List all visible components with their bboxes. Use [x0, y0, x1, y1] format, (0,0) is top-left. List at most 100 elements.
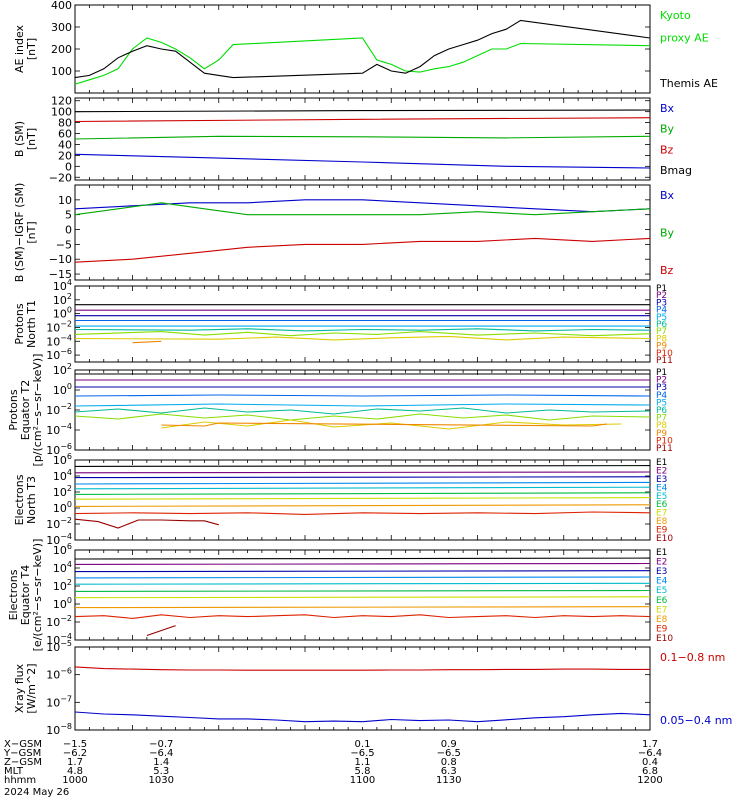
- series-line-pn1-7: [75, 331, 650, 337]
- series-line-en3-6: [75, 492, 650, 495]
- series-line-bsm-1: [75, 109, 650, 113]
- footer-value: 0.8: [441, 757, 457, 768]
- legend-entry: E9: [656, 526, 668, 536]
- y-tick-label: 10−8: [46, 722, 72, 737]
- y-tick-label: 102: [53, 484, 72, 499]
- legend-entry: Bz: [660, 264, 674, 277]
- legend-entry: P11: [656, 356, 673, 366]
- series-line-pe2-9: [161, 422, 607, 427]
- series-line-ee4-2: [75, 562, 650, 565]
- y-tick-label: 400: [51, 0, 72, 12]
- footer-row-label: X−GSM: [4, 739, 42, 750]
- y-tick-label: 0: [65, 160, 72, 173]
- legend-entry: P10: [656, 436, 673, 446]
- footer-value: −1.5: [63, 739, 87, 750]
- y-tick-label: 10−2: [46, 516, 72, 531]
- legend-entry: E7: [656, 509, 667, 519]
- y-tick-label: 104: [53, 468, 72, 483]
- legend-entry: P11: [656, 444, 673, 454]
- y-tick-label: 100: [53, 306, 72, 321]
- legend-entry: E4: [656, 577, 668, 587]
- series-line-en3-5: [75, 486, 650, 490]
- series-line-ee4-7: [75, 596, 650, 599]
- y-axis-label: Equator T4: [19, 565, 32, 625]
- legend-entry: E6: [656, 596, 668, 606]
- footer-value: −6.4: [149, 748, 173, 759]
- panel-frame: [74, 285, 651, 363]
- legend-entry: P1: [656, 284, 667, 294]
- y-tick-label: 10−2: [46, 402, 72, 417]
- series-line-pe2-8: [161, 419, 622, 430]
- y-tick-label: 100: [53, 382, 72, 397]
- footer-date: 2024 May 26: [4, 787, 69, 798]
- legend-entry: P2: [656, 291, 667, 301]
- footer-value: 1.7: [642, 739, 658, 750]
- legend-entry: P5: [656, 313, 667, 323]
- series-line-ee4-8: [75, 606, 650, 609]
- footer-row-label: MLT: [4, 766, 24, 777]
- footer-value: 0.9: [441, 739, 457, 750]
- series-line-xray-2: [75, 711, 650, 723]
- legend-entry: P7: [656, 327, 667, 337]
- legend-entry: E5: [656, 492, 667, 502]
- legend-entry: Themis AE: [659, 77, 718, 90]
- legend-entry: E1: [656, 548, 667, 558]
- footer-value: −6.5: [437, 748, 461, 759]
- legend-entry: P4: [656, 306, 667, 316]
- y-axis-label: North T3: [25, 476, 38, 524]
- y-tick-label: 5: [65, 209, 72, 222]
- series-line-pe2-5: [75, 403, 650, 407]
- panel-frame: [74, 646, 651, 731]
- footer-value: 1.7: [67, 757, 83, 768]
- y-tick-label: 10: [58, 194, 72, 207]
- series-line-xray-1: [75, 666, 650, 671]
- legend-entry: P9: [656, 429, 667, 439]
- y-axis-label: [nT]: [25, 128, 38, 150]
- y-tick-label: 10−2: [46, 614, 72, 629]
- y-tick-label: 100: [53, 500, 72, 515]
- legend-entry: Bmag: [660, 164, 692, 177]
- legend-entry: E8: [656, 615, 668, 625]
- panel-pe2: 102 100 10−2 10−4 10−6 Protons Equator T2 [p/(c…: [7, 354, 673, 467]
- footer-value: 1200: [637, 775, 662, 786]
- y-tick-label: 10−7: [46, 694, 72, 709]
- footer-value: 1.4: [153, 757, 169, 768]
- legend-entry: E2: [656, 466, 667, 476]
- y-tick-label: 10−6: [46, 347, 72, 362]
- y-axis-label: [p/(cm²−s−sr−keV)]: [31, 354, 44, 467]
- footer-value: 1130: [436, 775, 461, 786]
- legend-entry: P2: [656, 376, 667, 386]
- footer-row-label: Z−GSM: [4, 757, 42, 768]
- legend-entry: By: [660, 123, 675, 136]
- footer-value: 1030: [149, 775, 174, 786]
- y-tick-label: 10−5: [46, 639, 72, 654]
- series-line-bsm-2: [75, 117, 650, 123]
- y-tick-label: 102: [53, 362, 72, 377]
- legend-entry: P1: [656, 368, 667, 378]
- y-axis-label: Equator T2: [19, 380, 32, 440]
- legend-entry: E5: [656, 586, 667, 596]
- series-line-ae-2: [75, 19, 650, 79]
- series-line-pe2-6: [75, 407, 650, 415]
- series-line-en3-4: [75, 481, 650, 485]
- y-axis-label: AE index: [13, 24, 26, 73]
- legend-entry: 0.05−0.4 nm: [660, 714, 732, 727]
- y-tick-label: 100: [51, 106, 72, 119]
- y-axis-label: Xray flux: [13, 663, 26, 713]
- y-tick-label: 10−4: [46, 422, 72, 437]
- y-axis-label: B (SM)−IGRF (SM): [13, 183, 26, 283]
- y-tick-label: −5: [56, 238, 72, 251]
- y-tick-label: 106: [53, 542, 72, 557]
- legend-entry: P6: [656, 320, 667, 330]
- ephemeris-footer: X−GSMY−GSMZ−GSMMLThhmm−1.5−6.21.74.81000…: [3, 739, 663, 798]
- footer-value: 0.4: [642, 757, 658, 768]
- legend-entry: E9: [656, 624, 668, 634]
- footer-value: −0.7: [149, 739, 173, 750]
- y-tick-label: 104: [53, 278, 72, 293]
- legend-entry: E3: [656, 567, 667, 577]
- legend-entry: P8: [656, 421, 667, 431]
- y-tick-label: 106: [53, 452, 72, 467]
- y-tick-label: 102: [53, 578, 72, 593]
